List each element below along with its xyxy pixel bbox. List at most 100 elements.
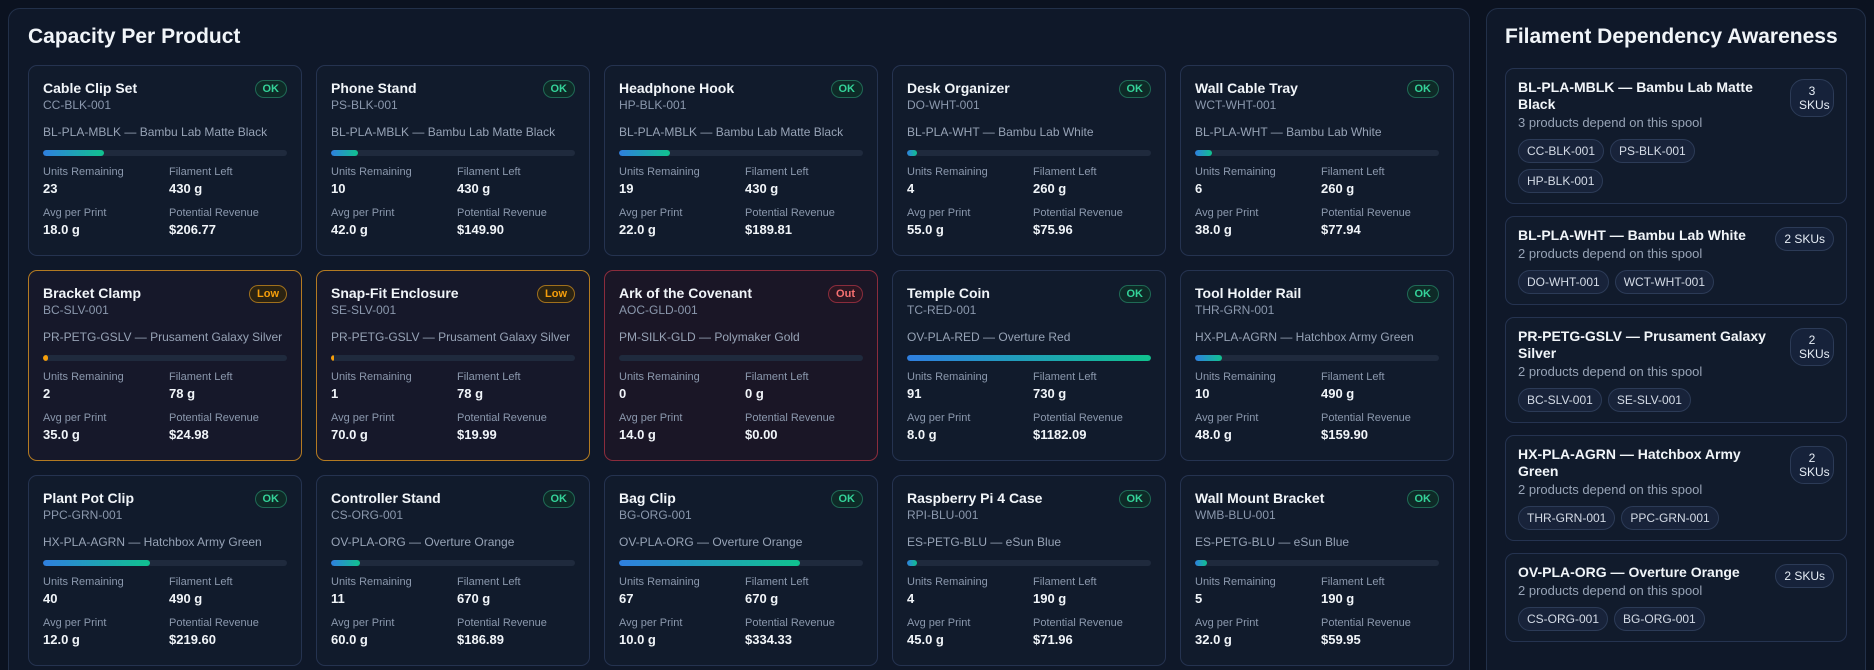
spool-dependency-text: 2 products depend on this spool xyxy=(1518,583,1703,598)
units-remaining-label: Units Remaining xyxy=(1195,166,1276,178)
units-remaining-label: Units Remaining xyxy=(331,166,412,178)
avg-per-print-label: Avg per Print xyxy=(907,207,971,219)
avg-per-print-value: 14.0 g xyxy=(619,427,656,442)
filament-left-stat: Filament Left 260 g xyxy=(1033,166,1159,197)
potential-revenue-value: $19.99 xyxy=(457,427,497,442)
units-remaining-stat: Units Remaining 23 xyxy=(43,166,169,197)
stock-progress-fill xyxy=(43,150,104,156)
product-card[interactable]: Ark of the Covenant AOC-GLD-001 Out PM-SILK… xyxy=(604,270,878,461)
status-badge: OK xyxy=(830,80,863,98)
sku-chip[interactable]: CS-ORG-001 xyxy=(1518,607,1609,631)
units-remaining-value: 10 xyxy=(1195,386,1210,401)
product-spool: PR-PETG-GSLV — Prusament Galaxy Silver xyxy=(43,330,283,344)
filament-left-value: 190 g xyxy=(1321,591,1355,606)
product-card[interactable]: Wall Mount Bracket WMB-BLU-001 OK ES-PETG-B… xyxy=(1180,475,1454,666)
avg-per-print-stat: Avg per Print 12.0 g xyxy=(43,617,169,648)
product-card[interactable]: Temple Coin TC-RED-001 OK OV-PLA-RED — Over… xyxy=(892,270,1166,461)
stock-progress-bar xyxy=(43,560,287,566)
spool-dependency-card[interactable]: OV-PLA-ORG — Overture Orange 2 SKUs 2 prod… xyxy=(1505,553,1847,642)
product-card[interactable]: Bag Clip BG-ORG-001 OK OV-PLA-ORG — Overtur… xyxy=(604,475,878,666)
product-spool: ES-PETG-BLU — eSun Blue xyxy=(907,535,1062,549)
units-remaining-label: Units Remaining xyxy=(43,166,124,178)
filament-left-label: Filament Left xyxy=(745,371,809,383)
product-name: Wall Cable Tray xyxy=(1195,80,1298,96)
filament-left-stat: Filament Left 670 g xyxy=(745,576,871,607)
status-badge: OK xyxy=(542,80,575,98)
units-remaining-value: 2 xyxy=(43,386,51,401)
sku-chip[interactable]: CC-BLK-001 xyxy=(1518,139,1605,163)
dependency-list: BL-PLA-MBLK — Bambu Lab Matte Black 3 SKU… xyxy=(1505,68,1847,654)
filament-left-label: Filament Left xyxy=(1321,576,1385,588)
potential-revenue-stat: Potential Revenue $189.81 xyxy=(745,207,871,238)
units-remaining-stat: Units Remaining 11 xyxy=(331,576,457,607)
potential-revenue-label: Potential Revenue xyxy=(457,617,547,629)
product-name: Bag Clip xyxy=(619,490,676,506)
product-card[interactable]: Raspberry Pi 4 Case RPI-BLU-001 OK ES-PETG-… xyxy=(892,475,1166,666)
filament-left-stat: Filament Left 190 g xyxy=(1321,576,1447,607)
product-card[interactable]: Desk Organizer DO-WHT-001 OK BL-PLA-WHT — B… xyxy=(892,65,1166,256)
sku-chip-list: BC-SLV-001 SE-SLV-001 xyxy=(1518,388,1768,412)
sku-chip[interactable]: BC-SLV-001 xyxy=(1518,388,1602,412)
potential-revenue-value: $219.60 xyxy=(169,632,216,647)
product-spool: PM-SILK-GLD — Polymaker Gold xyxy=(619,330,800,344)
product-grid: Cable Clip Set CC-BLK-001 OK BL-PLA-MBLK — … xyxy=(28,65,1454,666)
product-spool: BL-PLA-MBLK — Bambu Lab Matte Black xyxy=(331,125,556,139)
product-card[interactable]: Phone Stand PS-BLK-001 OK BL-PLA-MBLK — Bam… xyxy=(316,65,590,256)
product-card[interactable]: Plant Pot Clip PPC-GRN-001 OK HX-PLA-AGRN —… xyxy=(28,475,302,666)
stock-progress-fill xyxy=(907,150,917,156)
product-stats: Units Remaining 6 Filament Left 260 g Avg pe… xyxy=(1195,166,1439,238)
potential-revenue-stat: Potential Revenue $0.00 xyxy=(745,412,871,443)
filament-left-value: 490 g xyxy=(1321,386,1355,401)
units-remaining-label: Units Remaining xyxy=(907,371,988,383)
product-card[interactable]: Snap-Fit Enclosure SE-SLV-001 Low PR-PETG-G… xyxy=(316,270,590,461)
sku-chip[interactable]: THR-GRN-001 xyxy=(1518,506,1616,530)
product-name: Plant Pot Clip xyxy=(43,490,134,506)
product-sku: CS-ORG-001 xyxy=(331,508,404,522)
sku-chip[interactable]: SE-SLV-001 xyxy=(1607,388,1691,412)
spool-dependency-card[interactable]: PR-PETG-GSLV — Prusament Galaxy Silver 2 … xyxy=(1505,317,1847,423)
filament-left-label: Filament Left xyxy=(169,166,233,178)
sku-chip[interactable]: DO-WHT-001 xyxy=(1518,270,1609,294)
sku-chip[interactable]: BG-ORG-001 xyxy=(1614,607,1705,631)
product-stats: Units Remaining 11 Filament Left 670 g Avg p… xyxy=(331,576,575,648)
product-card[interactable]: Wall Cable Tray WCT-WHT-001 OK BL-PLA-WHT —… xyxy=(1180,65,1454,256)
product-card[interactable]: Headphone Hook HP-BLK-001 OK BL-PLA-MBLK — … xyxy=(604,65,878,256)
product-spool: BL-PLA-WHT — Bambu Lab White xyxy=(907,125,1094,139)
product-card[interactable]: Controller Stand CS-ORG-001 OK OV-PLA-ORG —… xyxy=(316,475,590,666)
avg-per-print-label: Avg per Print xyxy=(43,207,107,219)
spool-dependency-card[interactable]: BL-PLA-WHT — Bambu Lab White 2 SKUs 2 prod… xyxy=(1505,216,1847,305)
stock-progress-fill xyxy=(331,560,361,566)
sku-chip[interactable]: HP-BLK-001 xyxy=(1518,169,1604,193)
units-remaining-stat: Units Remaining 2 xyxy=(43,371,169,402)
product-sku: WMB-BLU-001 xyxy=(1195,508,1276,522)
units-remaining-value: 5 xyxy=(1195,591,1203,606)
status-badge: OK xyxy=(1118,285,1151,303)
spool-dependency-card[interactable]: BL-PLA-MBLK — Bambu Lab Matte Black 3 SKU… xyxy=(1505,68,1847,204)
product-card[interactable]: Bracket Clamp BC-SLV-001 Low PR-PETG-GSLV —… xyxy=(28,270,302,461)
avg-per-print-stat: Avg per Print 45.0 g xyxy=(907,617,1033,648)
product-stats: Units Remaining 67 Filament Left 670 g Avg p… xyxy=(619,576,863,648)
status-badge: OK xyxy=(1118,80,1151,98)
units-remaining-stat: Units Remaining 19 xyxy=(619,166,745,197)
potential-revenue-label: Potential Revenue xyxy=(1321,617,1411,629)
potential-revenue-stat: Potential Revenue $159.90 xyxy=(1321,412,1447,443)
filament-left-stat: Filament Left 430 g xyxy=(745,166,871,197)
sku-chip[interactable]: PS-BLK-001 xyxy=(1610,139,1695,163)
product-card[interactable]: Tool Holder Rail THR-GRN-001 OK HX-PLA-AGRN… xyxy=(1180,270,1454,461)
product-spool: OV-PLA-ORG — Overture Orange xyxy=(331,535,515,549)
filament-left-stat: Filament Left 430 g xyxy=(457,166,583,197)
product-sku: HP-BLK-001 xyxy=(619,98,687,112)
potential-revenue-label: Potential Revenue xyxy=(1033,207,1123,219)
sku-chip[interactable]: PPC-GRN-001 xyxy=(1621,506,1719,530)
avg-per-print-stat: Avg per Print 38.0 g xyxy=(1195,207,1321,238)
product-sku: AOC-GLD-001 xyxy=(619,303,698,317)
sku-chip[interactable]: WCT-WHT-001 xyxy=(1614,270,1715,294)
product-stats: Units Remaining 4 Filament Left 190 g Avg pe… xyxy=(907,576,1151,648)
avg-per-print-value: 18.0 g xyxy=(43,222,80,237)
spool-dependency-card[interactable]: HX-PLA-AGRN — Hatchbox Army Green 2 SKUs 2… xyxy=(1505,435,1847,541)
avg-per-print-value: 45.0 g xyxy=(907,632,944,647)
units-remaining-label: Units Remaining xyxy=(331,576,412,588)
potential-revenue-label: Potential Revenue xyxy=(169,617,259,629)
product-card[interactable]: Cable Clip Set CC-BLK-001 OK BL-PLA-MBLK — … xyxy=(28,65,302,256)
stock-progress-fill xyxy=(907,355,1151,361)
